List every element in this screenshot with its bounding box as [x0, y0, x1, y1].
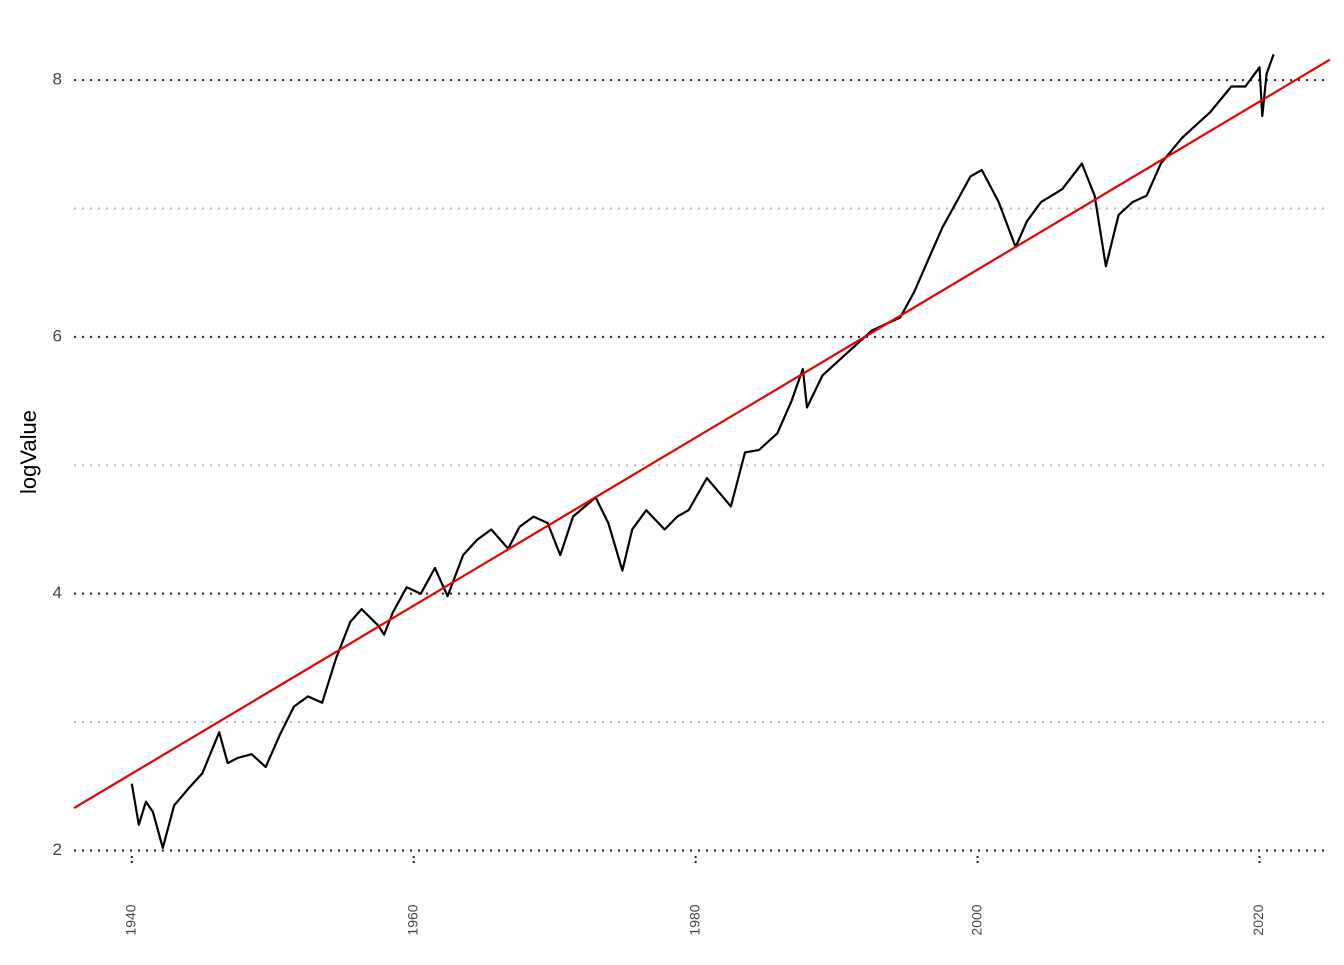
x-tick-label: 2020: [1250, 904, 1266, 935]
y-tick-label: 8: [53, 70, 62, 89]
y-tick-label: 4: [53, 583, 62, 602]
y-tick-label: 2: [53, 840, 62, 859]
data-line: [73, 58, 1331, 810]
data-line: [130, 54, 1275, 849]
y-tick-label: 6: [53, 326, 62, 345]
x-tick-label: 2000: [968, 904, 984, 935]
y-axis-label: logValue: [16, 410, 41, 494]
x-tick-label: 1940: [122, 904, 138, 935]
x-tick-label: 1960: [404, 904, 420, 935]
x-tick-label: 1980: [686, 904, 702, 935]
